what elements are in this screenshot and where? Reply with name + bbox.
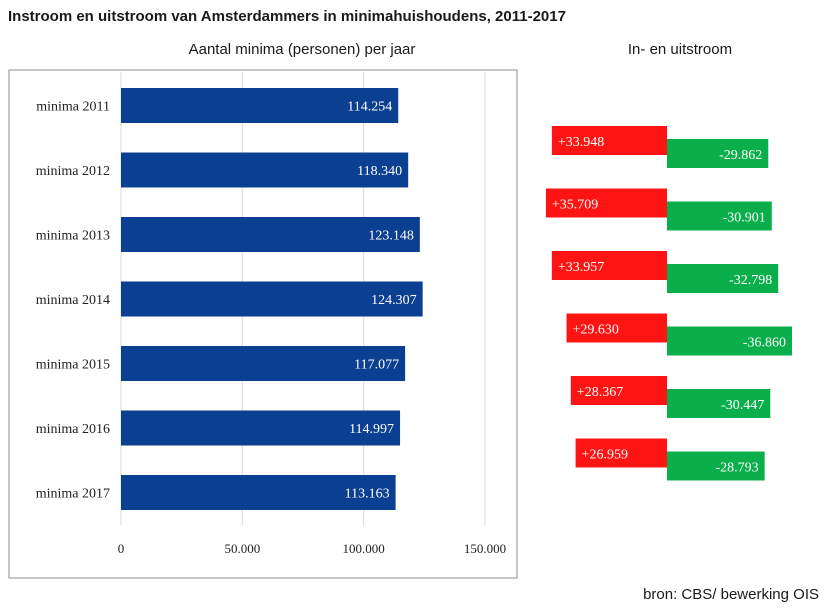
inflow-label: +28.367 — [577, 385, 623, 400]
minima-bars: 114.254 118.340 123.148 124.307 117.077 114.9… — [121, 88, 423, 510]
outflow-label: -36.860 — [743, 336, 786, 351]
source-note: bron: CBS/ bewerking OIS — [643, 586, 819, 603]
x-tick-label: 150.000 — [464, 541, 506, 556]
outflow-label: -32.798 — [729, 273, 772, 288]
category-label: minima 2013 — [36, 229, 110, 244]
minima-bar — [121, 217, 420, 252]
bar-value-label: 118.340 — [357, 164, 402, 179]
outflow-bar — [667, 139, 769, 168]
category-label: minima 2011 — [36, 100, 110, 115]
outflow-bar — [667, 389, 771, 418]
outflow-label: -30.901 — [723, 211, 766, 226]
inflow-label: +33.948 — [558, 135, 604, 150]
x-axis-ticks: 0 50.000 100.000 150.000 — [118, 541, 506, 556]
x-tick-label: 0 — [118, 541, 125, 556]
minima-bar — [121, 410, 401, 446]
x-tick-label: 100.000 — [343, 541, 385, 556]
inflow-label: +35.709 — [552, 198, 598, 213]
bar-value-label: 114.997 — [349, 422, 394, 437]
flow-bars: +33.948 -29.862 +35.709 -30.901 +33.957 -32.7… — [545, 126, 792, 481]
outflow-bar — [667, 326, 792, 356]
bar-value-label: 113.163 — [345, 487, 390, 502]
bar-value-label: 123.148 — [368, 229, 414, 244]
inflow-bar — [570, 376, 667, 405]
minima-bar — [121, 475, 396, 510]
bar-chart-frame — [8, 69, 518, 579]
inflow-bar — [551, 126, 667, 155]
inflow-label: +29.630 — [573, 323, 619, 338]
outflow-label: -28.793 — [715, 461, 758, 476]
outflow-bar — [667, 201, 772, 231]
category-label: minima 2012 — [36, 164, 110, 179]
minima-bar — [121, 152, 409, 188]
flow-chart-subtitle: In- en uitstroom — [627, 41, 733, 58]
bar-value-label: 114.254 — [347, 100, 392, 115]
minima-bar — [121, 88, 399, 123]
inflow-bar — [575, 438, 667, 468]
category-label: minima 2016 — [36, 422, 110, 437]
inflow-bar — [566, 313, 667, 343]
category-label: minima 2015 — [36, 358, 110, 373]
minima-bar — [121, 346, 406, 381]
category-label: minima 2014 — [36, 293, 110, 308]
inflow-bar — [545, 188, 667, 218]
minima-bar — [121, 281, 423, 317]
category-labels: minima 2011 minima 2012 minima 2013 minima … — [36, 100, 110, 502]
inflow-label: +26.959 — [582, 448, 628, 463]
outflow-bar — [667, 264, 779, 293]
inflow-bar — [551, 251, 667, 280]
bar-value-label: 124.307 — [371, 293, 417, 308]
bar-value-label: 117.077 — [354, 358, 399, 373]
chart-title: Instroom en uitstroom van Amsterdammers … — [8, 8, 566, 25]
outflow-label: -30.447 — [721, 398, 764, 413]
x-tick-label: 50.000 — [224, 541, 260, 556]
bar-chart-subtitle: Aantal minima (personen) per jaar — [188, 41, 416, 58]
outflow-bar — [667, 451, 765, 481]
category-label: minima 2017 — [36, 487, 110, 502]
inflow-label: +33.957 — [558, 260, 604, 275]
outflow-label: -29.862 — [719, 148, 762, 163]
